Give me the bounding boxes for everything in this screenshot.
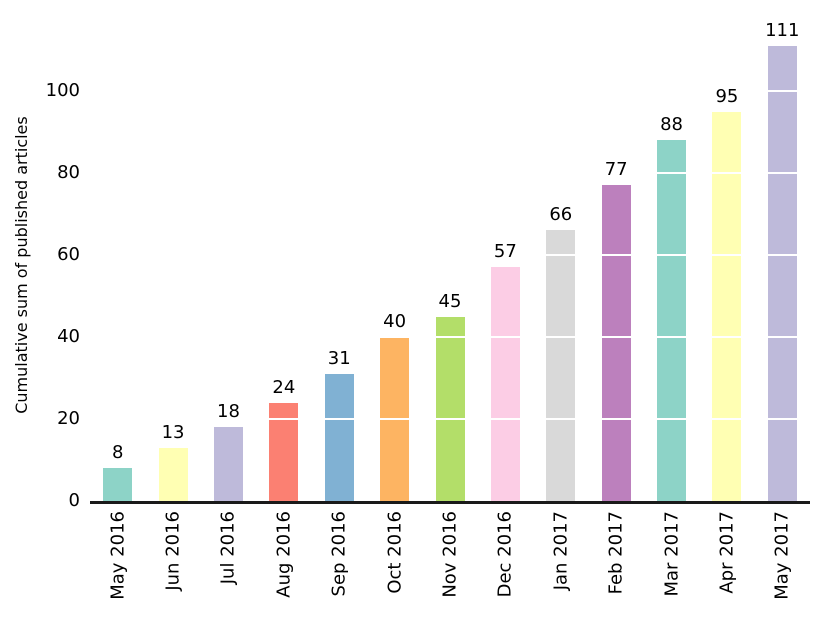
gridline xyxy=(90,335,810,339)
x-tick-label: Dec 2016 xyxy=(494,511,516,598)
bar xyxy=(601,185,631,501)
bar-value-label: 66 xyxy=(549,204,573,226)
gridline xyxy=(90,89,810,93)
x-tick-label: Jul 2016 xyxy=(217,511,239,585)
y-tick-label: 40 xyxy=(57,326,80,347)
bar xyxy=(158,447,188,501)
gridline xyxy=(90,417,810,421)
y-tick-label: 20 xyxy=(57,408,80,429)
y-tick-label: 80 xyxy=(57,162,80,183)
x-axis-line xyxy=(90,501,810,504)
bar-value-label: 95 xyxy=(715,85,739,107)
bar xyxy=(712,111,742,501)
y-tick-label: 100 xyxy=(45,80,80,101)
bar-value-label: 8 xyxy=(111,442,124,464)
bar-value-label: 40 xyxy=(383,311,407,332)
bar-value-label: 18 xyxy=(217,401,240,423)
bar-value-label: 31 xyxy=(327,347,351,369)
x-tick-label: Feb 2017 xyxy=(605,511,627,595)
bar xyxy=(213,427,243,501)
x-tick-label: Jun 2016 xyxy=(162,511,184,591)
x-tick-label: Mar 2017 xyxy=(661,511,683,597)
x-tick-label: Apr 2017 xyxy=(716,511,738,594)
bar-value-label: 24 xyxy=(272,376,296,398)
x-tick-label: May 2017 xyxy=(771,511,793,600)
bar-value-label: 45 xyxy=(438,290,462,312)
bar-value-label: 13 xyxy=(161,421,185,443)
bar xyxy=(103,468,133,501)
bar-value-label: 57 xyxy=(493,241,517,263)
bar xyxy=(435,316,465,501)
gridline xyxy=(90,253,810,257)
bar xyxy=(490,267,520,501)
bar-value-label: 111 xyxy=(765,19,800,41)
y-tick-label: 0 xyxy=(68,490,80,511)
x-tick-label: Jan 2017 xyxy=(550,511,572,591)
bar-value-label: 77 xyxy=(604,159,628,181)
x-tick-label: Nov 2016 xyxy=(439,511,461,598)
bar xyxy=(324,373,354,501)
y-tick-label: 60 xyxy=(57,244,80,265)
bar xyxy=(657,140,687,501)
gridline xyxy=(90,171,810,175)
bar-value-label: 88 xyxy=(660,114,683,136)
bar xyxy=(767,45,797,501)
bar xyxy=(546,230,576,501)
x-tick-label: Sep 2016 xyxy=(328,511,350,597)
x-tick-label: May 2016 xyxy=(107,511,129,600)
x-tick-label: Oct 2016 xyxy=(384,511,406,594)
x-tick-label: Aug 2016 xyxy=(273,511,295,598)
